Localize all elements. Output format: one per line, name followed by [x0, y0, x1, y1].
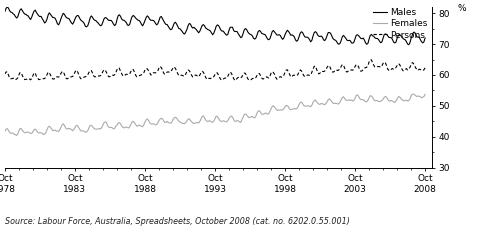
Females — [243, 113, 248, 115]
Persons — [367, 58, 373, 61]
Females — [410, 93, 416, 96]
Females — [15, 133, 21, 135]
Females — [14, 134, 20, 137]
Persons — [256, 72, 262, 75]
Line: Persons: Persons — [5, 60, 425, 80]
Females — [266, 112, 272, 115]
Males — [82, 22, 87, 25]
Y-axis label: %: % — [458, 4, 466, 12]
Persons — [80, 76, 86, 79]
Males — [372, 37, 378, 39]
Persons — [2, 73, 8, 75]
Males — [15, 15, 21, 18]
Persons — [422, 67, 428, 69]
Persons — [14, 78, 20, 80]
Line: Females: Females — [5, 94, 425, 136]
Males — [2, 10, 8, 13]
Males — [4, 6, 10, 8]
Females — [422, 93, 428, 96]
Legend: Males, Females, Persons: Males, Females, Persons — [373, 8, 428, 40]
Text: Source: Labour Force, Australia, Spreadsheets, October 2008 (cat. no. 6202.0.55.: Source: Labour Force, Australia, Spreads… — [5, 217, 350, 226]
Males — [266, 38, 272, 41]
Males — [256, 29, 262, 32]
Males — [406, 43, 411, 46]
Females — [372, 99, 378, 102]
Persons — [243, 72, 248, 75]
Males — [243, 27, 248, 30]
Females — [256, 109, 262, 112]
Females — [82, 130, 87, 133]
Persons — [266, 76, 272, 79]
Females — [2, 130, 8, 133]
Males — [422, 37, 428, 39]
Persons — [232, 79, 238, 82]
Persons — [373, 66, 379, 68]
Line: Males: Males — [5, 7, 425, 45]
